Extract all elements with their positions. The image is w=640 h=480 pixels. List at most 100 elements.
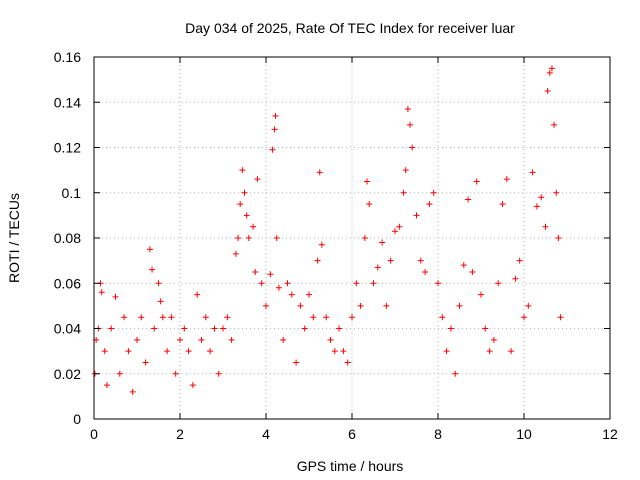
data-point [224,314,231,321]
data-point [254,176,261,183]
data-point [241,189,248,196]
data-point [310,314,317,321]
data-point [508,348,515,355]
data-point [297,302,304,309]
data-point [525,302,532,309]
data-point [402,167,409,174]
data-point [361,235,368,241]
data-point [456,302,463,309]
data-point [374,264,381,271]
y-axis-label: ROTI / TECUs [6,193,22,283]
x-tick-label: 2 [176,426,184,442]
data-point [392,228,398,235]
data-point [516,257,523,264]
data-point [383,302,390,309]
data-point [232,250,239,257]
data-point [134,336,140,343]
data-point [400,189,407,196]
data-point [473,178,480,185]
data-point [280,336,287,343]
data-point [407,121,414,128]
data-point [503,176,510,183]
data-point [409,144,416,151]
data-point [207,348,214,355]
data-point [336,325,343,332]
data-point [452,370,459,377]
data-point [387,257,394,264]
y-tick-label: 0.06 [54,275,81,291]
data-point [149,266,156,273]
data-point [181,325,188,332]
data-point [340,348,347,355]
data-point [235,235,242,241]
data-point [142,359,149,366]
data-point [551,121,558,128]
data-point [189,382,196,389]
data-point [318,241,325,248]
data-point [314,257,321,264]
data-point [353,280,360,287]
data-point [529,169,536,176]
data-point [288,291,295,298]
data-point [239,167,246,174]
data-point [164,348,171,355]
data-point [396,223,403,230]
data-point [553,189,560,196]
data-point [220,325,226,332]
data-point [486,348,493,355]
data-point [495,280,502,287]
x-tick-label: 8 [434,426,442,442]
data-point [465,196,472,203]
data-point [108,325,115,332]
data-point [357,302,364,309]
data-point [146,246,153,253]
y-tick-label: 0.04 [54,321,81,337]
data-point [417,257,424,264]
data-point [271,126,278,133]
data-point [263,302,269,309]
data-point [172,370,179,377]
data-point [159,314,166,321]
data-point [490,336,497,343]
data-point [349,314,355,321]
data-point [460,262,467,269]
data-point [469,268,476,275]
data-point [435,280,441,287]
x-tick-label: 6 [348,426,356,442]
data-point [211,325,218,332]
data-point [557,314,564,321]
data-point [215,370,222,377]
y-tick-label: 0.08 [54,230,81,246]
data-point [101,348,108,355]
data-point [327,336,334,343]
data-point [301,325,308,332]
data-point [272,112,279,119]
data-point [548,65,555,72]
data-point [344,359,351,366]
data-point [273,235,280,241]
data-point [98,289,105,296]
y-tick-label: 0.16 [54,49,81,65]
data-point [316,169,323,176]
x-tick-labels: 0 2 4 6 8 10 12 [90,426,618,442]
data-point [555,235,562,241]
data-point [194,291,201,298]
data-point [331,348,338,355]
data-point [379,239,386,246]
x-tick-label: 4 [262,426,270,442]
data-point [250,223,257,230]
x-tick-label: 10 [516,426,532,442]
data-point [422,268,429,275]
data-point [542,223,549,230]
data-point [177,336,183,343]
data-point [185,348,192,355]
y-tick-label: 0.1 [62,185,82,201]
y-tick-label: 0.12 [54,140,81,156]
data-point [538,194,545,201]
data-point [478,291,484,298]
data-point [284,280,291,287]
data-point [252,268,259,275]
grid-lines [94,57,610,419]
y-tick-label: 0.14 [54,94,81,110]
